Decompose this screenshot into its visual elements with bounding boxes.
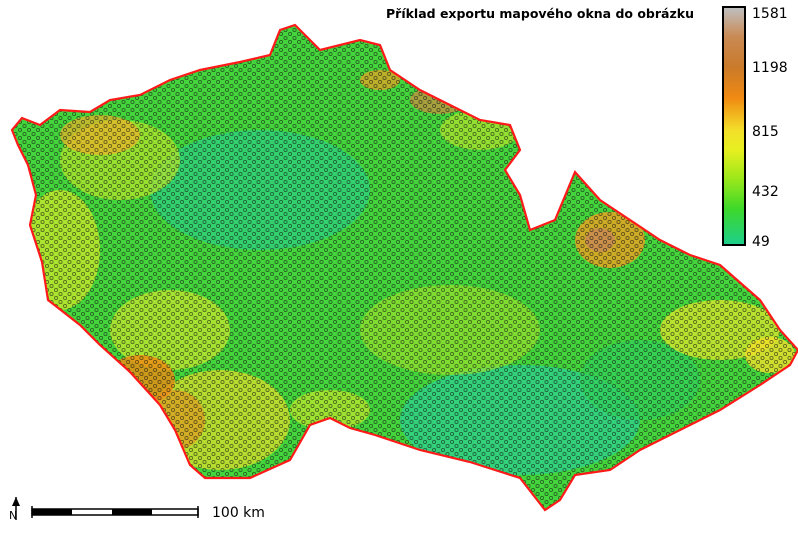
scale-bar-label: 100 km <box>212 505 265 521</box>
legend-value-1198: 1198 <box>752 60 788 76</box>
north-arrow-icon: N <box>9 497 20 522</box>
legend-value-815: 815 <box>752 124 779 140</box>
legend-value-min: 49 <box>752 234 770 250</box>
map-title: Příklad exportu mapového okna do obrázku <box>386 6 694 21</box>
north-label: N <box>9 509 17 522</box>
legend-value-max: 1581 <box>752 6 788 22</box>
legend-value-432: 432 <box>752 184 779 200</box>
legend-color-ramp <box>722 6 746 246</box>
scale-bar <box>31 506 199 518</box>
